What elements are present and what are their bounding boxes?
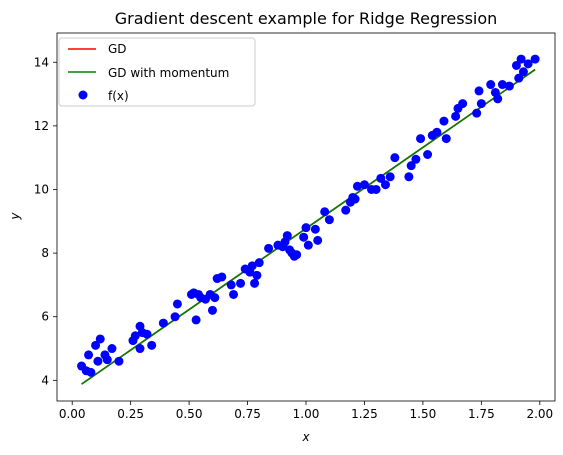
fx-point (404, 172, 414, 182)
fx-point (313, 235, 323, 245)
fx-point (350, 194, 360, 204)
y-tick-label: 14 (34, 55, 49, 69)
fx-point (254, 258, 264, 268)
fx-point (380, 180, 390, 190)
legend-fx-marker (78, 90, 88, 100)
fx-point (451, 111, 461, 121)
fx-point (371, 184, 381, 194)
fx-point (493, 94, 503, 104)
x-tick-label: 0.00 (59, 407, 86, 421)
fx-point (299, 232, 309, 242)
fx-point (416, 134, 426, 144)
y-tick-label: 4 (41, 373, 49, 387)
fx-point (474, 86, 484, 96)
x-tick-label: 0.25 (117, 407, 144, 421)
fx-point (486, 80, 496, 90)
fx-point (84, 350, 94, 360)
fx-point (95, 334, 105, 344)
fx-point (406, 161, 416, 171)
fx-point (250, 278, 260, 288)
x-tick-label: 2.00 (526, 407, 553, 421)
fx-point (352, 181, 362, 191)
plot-area (77, 54, 540, 385)
fx-point (310, 224, 320, 234)
x-tick-label: 1.50 (410, 407, 437, 421)
x-axis-title: x (301, 430, 310, 444)
fx-point (292, 250, 302, 260)
fx-point (114, 356, 124, 366)
legend-fx-label: f(x) (108, 89, 129, 103)
fx-point (385, 172, 395, 182)
fx-point (303, 240, 313, 250)
legend-gd-label: GD (108, 42, 127, 56)
legend: GD GD with momentum f(x) (58, 37, 256, 107)
fx-point (207, 305, 217, 315)
fx-point (135, 344, 145, 354)
fx-point (439, 116, 449, 126)
fx-point (514, 73, 524, 83)
x-tick-label: 0.75 (234, 407, 261, 421)
fx-point (264, 243, 274, 253)
fx-point (301, 223, 311, 233)
fx-point (93, 356, 103, 366)
fx-point (472, 108, 482, 118)
fx-point (236, 278, 246, 288)
fx-point (518, 67, 528, 77)
fx-point (130, 331, 140, 341)
fx-point (191, 315, 201, 325)
fx-point (320, 207, 330, 217)
fx-point (523, 59, 533, 69)
fx-point (516, 54, 526, 64)
fx-point (91, 340, 101, 350)
fx-point (341, 205, 351, 215)
fx-point (86, 367, 96, 377)
fx-point (147, 340, 157, 350)
fx-point (210, 293, 220, 303)
fx-point (458, 99, 468, 109)
fx-point (102, 355, 112, 365)
fx-point (252, 270, 262, 280)
fx-point (441, 134, 451, 144)
fx-point (376, 173, 386, 183)
fx-point (497, 80, 507, 90)
fx-point (511, 60, 521, 70)
x-tick-label: 1.25 (351, 407, 378, 421)
fx-point (217, 272, 227, 282)
fx-point (172, 299, 182, 309)
fx-point (226, 280, 236, 290)
fx-point (359, 180, 369, 190)
x-tick-label: 0.50 (176, 407, 203, 421)
fx-point (530, 54, 540, 64)
y-tick-label: 6 (41, 310, 49, 324)
legend-gd-momentum-label: GD with momentum (108, 66, 229, 80)
fx-point (504, 81, 514, 91)
fx-point (282, 231, 292, 241)
fx-point (324, 215, 334, 225)
axes: 0.00 0.25 0.50 0.75 1.00 1.25 1.50 1.75 2.00 4 6 8 1… (34, 32, 556, 421)
chart-title: Gradient descent example for Ridge Regre… (115, 9, 498, 28)
y-tick-label: 8 (41, 246, 49, 260)
fx-point (390, 153, 400, 163)
x-tick-label: 1.00 (293, 407, 320, 421)
fx-point (476, 99, 486, 109)
legend-frame (58, 37, 256, 107)
fx-point (423, 150, 433, 160)
fx-point (411, 154, 421, 164)
y-axis-title: y (8, 212, 22, 221)
fx-point (432, 127, 442, 137)
y-tick-label: 12 (34, 119, 49, 133)
x-tick-label: 1.75 (468, 407, 495, 421)
y-tick-label: 10 (34, 182, 49, 196)
fx-point (107, 344, 117, 354)
fx-point (170, 312, 180, 322)
fx-point (247, 261, 257, 271)
fx-point (142, 329, 152, 339)
fx-point (229, 289, 239, 299)
fx-point (158, 318, 168, 328)
